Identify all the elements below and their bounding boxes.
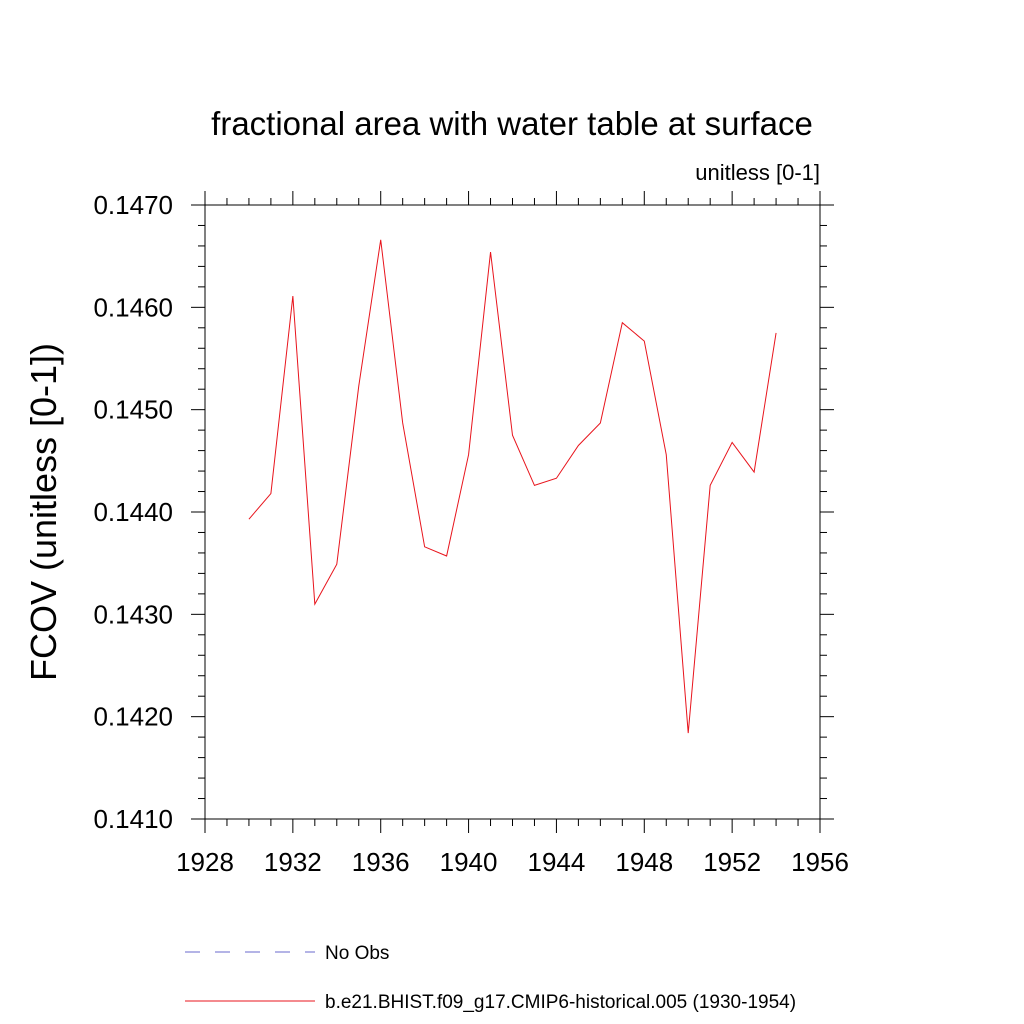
axis-ticks: 1928 1932 1936 1940 1944 1948 1952 1956 0.1410 0.… — [93, 190, 848, 877]
y-tick-label: 0.1410 — [93, 804, 173, 834]
x-tick-label: 1948 — [615, 847, 673, 877]
y-tick-label: 0.1440 — [93, 497, 173, 527]
legend-label-model: b.e21.BHIST.f09_g17.CMIP6-historical.005… — [325, 992, 796, 1013]
y-tick-label: 0.1460 — [93, 292, 173, 322]
x-tick-label: 1940 — [440, 847, 498, 877]
y-tick-label: 0.1420 — [93, 702, 173, 732]
y-tick-label: 0.1470 — [93, 190, 173, 220]
chart-title: fractional area with water table at surf… — [211, 105, 813, 142]
legend: No Obs b.e21.BHIST.f09_g17.CMIP6-histori… — [185, 943, 796, 1013]
x-tick-label: 1936 — [352, 847, 410, 877]
legend-label-no-obs: No Obs — [325, 943, 389, 964]
y-tick-label: 0.1430 — [93, 599, 173, 629]
x-tick-label: 1932 — [264, 847, 322, 877]
plot-frame — [204, 204, 821, 820]
x-tick-label: 1928 — [176, 847, 234, 877]
series-line — [248, 239, 777, 734]
y-axis-label: FCOV (unitless [0-1]) — [23, 343, 64, 681]
chart-subtitle: unitless [0-1] — [695, 160, 820, 185]
plot-border — [204, 204, 821, 820]
series-lines — [248, 239, 777, 734]
x-tick-label: 1952 — [703, 847, 761, 877]
x-tick-label: 1956 — [791, 847, 849, 877]
x-tick-label: 1944 — [528, 847, 586, 877]
y-tick-label: 0.1450 — [93, 395, 173, 425]
